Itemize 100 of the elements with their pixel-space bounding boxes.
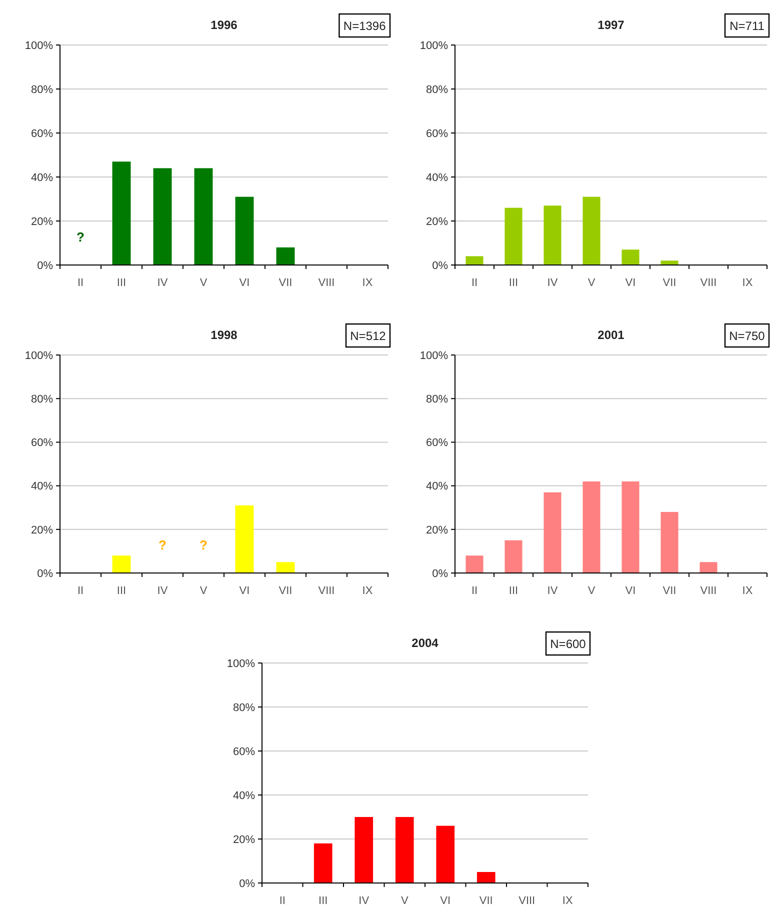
y-tick-label: 80%: [30, 393, 54, 406]
bar: [660, 260, 678, 265]
x-tick-label: V: [400, 895, 409, 907]
y-tick-label: 0%: [37, 568, 54, 580]
y-tick-label: 0%: [432, 568, 448, 580]
x-tick-label: VI: [239, 585, 250, 597]
bar: [582, 196, 600, 265]
y-tick-label: 40%: [30, 172, 54, 184]
chart-title: 1997: [598, 18, 625, 32]
bar: [112, 162, 131, 265]
chart-title: 2004: [412, 636, 439, 650]
bar: [276, 562, 295, 573]
x-tick-label: V: [588, 277, 596, 289]
bar: [395, 817, 414, 883]
x-tick-label: V: [200, 277, 208, 289]
text: N=711: [730, 19, 765, 33]
x-tick-label: IV: [157, 277, 168, 289]
y-tick-label: 60%: [426, 437, 448, 450]
x-tick-label: VII: [479, 895, 493, 907]
bar: [504, 208, 522, 265]
y-tick-label: 20%: [426, 216, 448, 228]
bar: [476, 872, 496, 883]
chart-title: 1996: [210, 18, 238, 32]
y-tick-label: 0%: [432, 260, 448, 272]
x-tick-label: VII: [662, 585, 676, 597]
x-tick-label: III: [508, 585, 518, 597]
annotation: ?: [158, 538, 167, 553]
x-tick-label: VIII: [700, 585, 717, 597]
x-tick-label: IX: [362, 585, 374, 597]
x-tick-label: VIII: [318, 277, 335, 289]
x-tick-label: II: [77, 277, 84, 289]
bar: [466, 556, 484, 573]
annotation: ?: [76, 230, 85, 245]
bar: [112, 556, 131, 573]
x-tick-label: III: [508, 277, 518, 289]
x-tick-label: II: [471, 277, 478, 289]
x-tick-label: II: [77, 585, 84, 597]
y-tick-label: 60%: [232, 746, 256, 758]
y-tick-label: 40%: [30, 480, 54, 493]
y-tick-label: 60%: [30, 128, 54, 140]
x-tick-label: IX: [562, 895, 574, 907]
x-tick-label: VIII: [518, 895, 536, 907]
text: N=600: [550, 637, 586, 651]
x-tick-label: IV: [547, 277, 558, 289]
bar: [544, 206, 562, 265]
bar: [354, 817, 374, 883]
y-tick-label: 40%: [426, 172, 448, 184]
x-tick-label: V: [588, 585, 596, 597]
bar: [660, 512, 678, 573]
bar: [544, 492, 562, 573]
text: N=1396: [343, 19, 386, 33]
bar: [466, 256, 484, 265]
x-tick-label: VI: [625, 585, 636, 597]
text: N=750: [729, 329, 766, 343]
annotation: ?: [200, 538, 208, 553]
x-tick-label: VI: [440, 895, 451, 907]
bar: [622, 250, 640, 265]
x-tick-label: III: [116, 585, 126, 597]
y-tick-label: 80%: [232, 702, 256, 714]
x-tick-label: IV: [547, 585, 558, 597]
y-tick-label: 80%: [426, 84, 448, 96]
x-tick-label: IV: [157, 585, 168, 597]
y-tick-label: 20%: [426, 524, 448, 536]
x-tick-label: II: [279, 895, 286, 907]
x-tick-label: II: [471, 585, 478, 597]
bar: [622, 481, 640, 573]
bar: [194, 168, 213, 265]
bar: [504, 540, 522, 573]
y-tick-label: 0%: [239, 878, 256, 890]
x-tick-label: VIII: [318, 585, 335, 597]
bar: [276, 247, 295, 265]
x-tick-label: VII: [278, 277, 292, 289]
y-tick-label: 60%: [426, 128, 448, 140]
y-tick-label: 0%: [37, 260, 54, 272]
y-tick-label: 40%: [232, 790, 256, 802]
x-tick-label: VI: [239, 277, 250, 289]
x-tick-label: V: [200, 585, 208, 597]
x-tick-label: VII: [662, 277, 676, 289]
bar: [153, 168, 172, 265]
y-tick-label: 40%: [426, 480, 448, 493]
y-tick-label: 20%: [232, 834, 256, 846]
y-tick-label: 100%: [420, 40, 448, 52]
x-tick-label: III: [318, 895, 328, 907]
x-tick-label: VIII: [700, 277, 717, 289]
y-tick-label: 20%: [30, 524, 54, 536]
bar: [235, 505, 254, 573]
x-tick-label: VI: [625, 277, 636, 289]
bar: [582, 481, 600, 573]
chart-title: 1998: [210, 328, 238, 342]
y-tick-label: 100%: [24, 350, 54, 362]
y-tick-label: 80%: [30, 84, 54, 96]
x-tick-label: IX: [742, 585, 754, 597]
x-tick-label: III: [116, 277, 126, 289]
bar: [235, 196, 254, 265]
bar: [314, 843, 332, 883]
y-tick-label: 100%: [420, 350, 448, 362]
y-tick-label: 60%: [30, 437, 54, 450]
bar: [436, 826, 455, 883]
chart-title: 2001: [598, 328, 625, 342]
x-tick-label: IX: [742, 277, 754, 289]
